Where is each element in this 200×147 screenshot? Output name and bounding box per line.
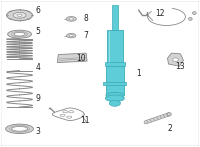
Text: 8: 8 <box>83 14 88 23</box>
Bar <box>107 30 123 63</box>
Ellipse shape <box>109 100 120 106</box>
Ellipse shape <box>7 10 32 21</box>
Ellipse shape <box>6 124 33 134</box>
Polygon shape <box>57 53 87 63</box>
Ellipse shape <box>8 30 31 38</box>
Ellipse shape <box>12 127 28 131</box>
Text: 3: 3 <box>35 127 40 136</box>
Bar <box>103 82 126 85</box>
Text: 2: 2 <box>168 124 172 133</box>
Ellipse shape <box>14 32 25 36</box>
Ellipse shape <box>105 95 124 102</box>
Ellipse shape <box>17 14 22 16</box>
Ellipse shape <box>193 12 196 15</box>
Polygon shape <box>168 53 183 66</box>
Ellipse shape <box>189 17 192 20</box>
Text: 5: 5 <box>35 27 40 36</box>
Text: 12: 12 <box>156 9 165 18</box>
Text: 1: 1 <box>136 69 141 78</box>
Text: 9: 9 <box>35 94 40 103</box>
Text: 7: 7 <box>83 31 88 40</box>
Ellipse shape <box>69 35 73 37</box>
Ellipse shape <box>66 34 76 38</box>
Text: 4: 4 <box>35 63 40 72</box>
Ellipse shape <box>167 113 171 116</box>
Text: 6: 6 <box>35 6 40 15</box>
Bar <box>112 5 118 30</box>
Bar <box>105 62 125 66</box>
Ellipse shape <box>173 58 178 61</box>
Ellipse shape <box>66 17 76 21</box>
Text: 11: 11 <box>80 116 90 125</box>
Ellipse shape <box>69 18 74 20</box>
Ellipse shape <box>13 12 26 18</box>
Bar <box>106 66 124 95</box>
Ellipse shape <box>106 92 124 98</box>
Text: 13: 13 <box>175 62 185 71</box>
Text: 10: 10 <box>76 54 86 64</box>
